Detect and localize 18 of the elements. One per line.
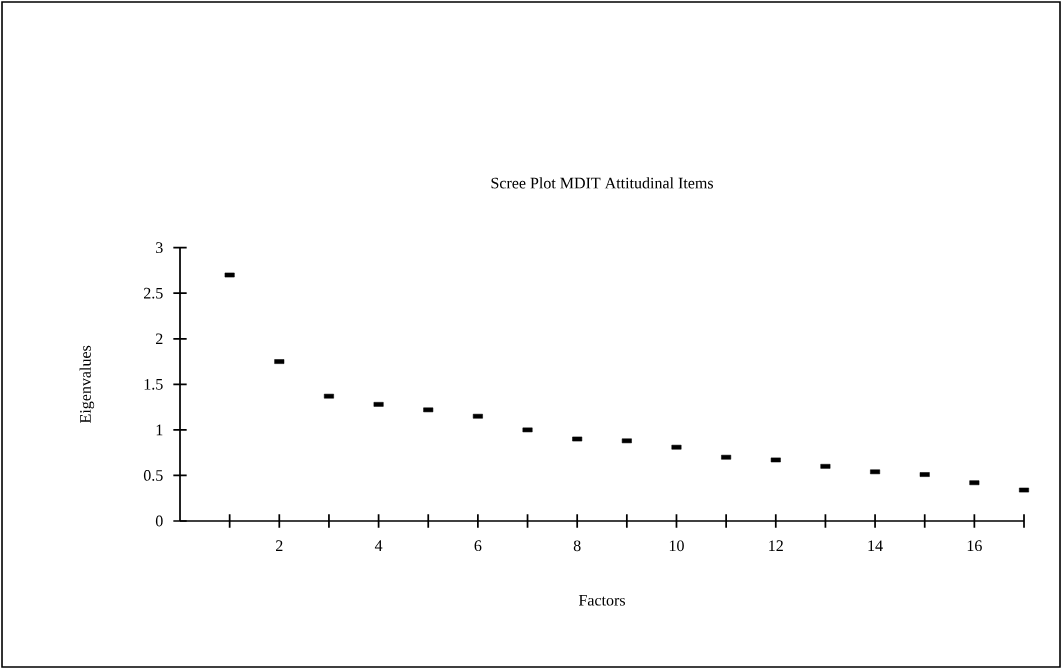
x-tick-label: 16 — [967, 540, 982, 552]
x-tick-label: 14 — [868, 540, 883, 551]
y-tick-label: 0.5 — [143, 470, 163, 481]
y-axis-title: Eigenvalues — [79, 345, 95, 423]
y-tick-label: 3 — [156, 242, 163, 254]
x-tick-label: 4 — [374, 540, 383, 551]
y-tick-label: 1.5 — [144, 378, 163, 390]
y-tick-label: 2.5 — [144, 287, 163, 299]
x-tick-label: 8 — [573, 540, 581, 552]
y-tick-label: 1 — [156, 424, 163, 436]
x-tick-label: 2 — [276, 540, 283, 551]
x-axis-title: Factors — [578, 595, 625, 606]
x-tick-label: 6 — [474, 540, 482, 552]
x-tick-label: 12 — [769, 540, 783, 551]
chart-title: Scree Plot MDIT Attitudinal Items — [491, 177, 713, 189]
y-tick-label: 0 — [155, 515, 163, 527]
x-tick-label: 10 — [669, 540, 684, 552]
y-tick-label: 2 — [156, 333, 163, 345]
